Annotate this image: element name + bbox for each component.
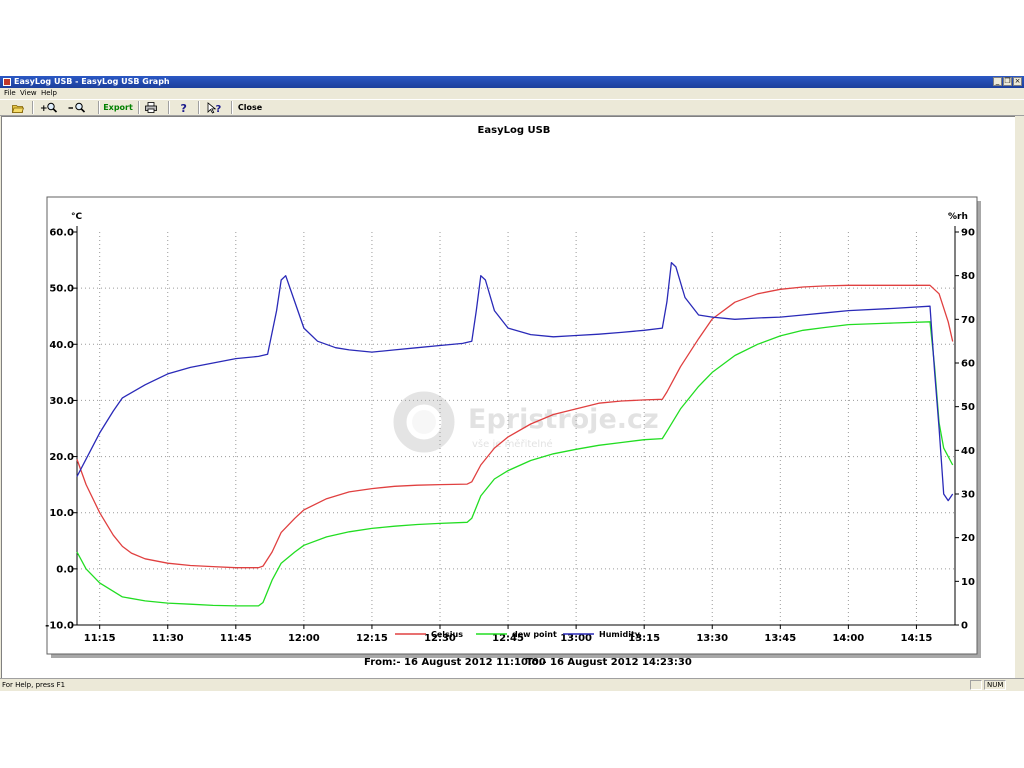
from-label: From:- 16 August 2012 11:10:00 [364, 657, 546, 668]
legend: Celsius dew point Humidity [395, 630, 641, 639]
x-tick-label: 13:00 [560, 633, 592, 644]
folder-open-icon [12, 104, 24, 113]
title-bar[interactable]: EasyLog USB - EasyLog USB Graph _ ❐ × [0, 76, 1024, 88]
toolbar-separator [138, 101, 140, 114]
context-help-button[interactable]: ? [205, 101, 225, 114]
svg-text:?: ? [181, 102, 187, 114]
series-line-humidity [76, 261, 954, 502]
y-right-tick-label: 30 [961, 490, 975, 501]
toolbar-separator [98, 101, 100, 114]
application-window: EasyLog USB - EasyLog USB Graph _ ❐ × Fi… [0, 76, 1024, 691]
close-window-button[interactable]: × [1013, 77, 1022, 86]
watermark-tagline: vše je měřitelné [472, 438, 553, 450]
x-tick-label: 12:00 [288, 633, 320, 644]
x-tick-label: 11:30 [152, 633, 184, 644]
vertical-scrollbar[interactable] [1015, 116, 1024, 678]
open-button[interactable] [8, 101, 28, 114]
chart-title: EasyLog USB [478, 125, 551, 136]
y-left-tick-label: 40.0 [49, 340, 74, 351]
series-line-dew-point [76, 321, 954, 607]
y-right-tick-label: 90 [961, 228, 975, 239]
grid [77, 232, 955, 625]
zoom-out-button[interactable] [66, 101, 88, 114]
series-lines [76, 261, 954, 607]
question-icon: ? [181, 102, 187, 114]
axes: 11:15 11:30 11:45 12:00 12:15 12:30 12:45 13:00… [45, 226, 975, 644]
menu-help[interactable]: Help [41, 89, 57, 97]
toolbar-separator [198, 101, 200, 114]
y-left-tick-label: 20.0 [49, 452, 74, 463]
watermark-logo [393, 391, 455, 453]
plot-panel [46, 196, 978, 655]
x-tick-label: 14:00 [832, 633, 864, 644]
y-right-tick-label: 10 [961, 577, 975, 588]
right-axis-unit: %rh [948, 212, 968, 222]
y-left-tick-label: 10.0 [49, 508, 74, 519]
legend-label: dew point [512, 630, 557, 639]
x-tick-label: 12:30 [424, 633, 456, 644]
export-button[interactable]: Export [103, 103, 133, 112]
help-button[interactable]: ? [176, 101, 192, 114]
svg-text:?: ? [216, 104, 222, 114]
status-bar: For Help, press F1 NUM [0, 678, 1024, 691]
y-right-tick-label: 40 [961, 446, 975, 457]
menu-file[interactable]: File [4, 89, 16, 97]
to-label: To:- 16 August 2012 14:23:30 [526, 657, 692, 668]
graph-area: EasyLog USB Epristroje.cz vše je měřitel… [1, 116, 1015, 678]
y-right-tick-label: 80 [961, 271, 975, 282]
menu-bar: File View Help [0, 88, 1024, 98]
y-left-tick-label: 30.0 [49, 396, 74, 407]
window-title: EasyLog USB - EasyLog USB Graph [14, 77, 170, 86]
y-left-tick-label: 60.0 [49, 228, 74, 239]
left-axis-unit: °C [71, 212, 83, 222]
y-right-tick-label: 20 [961, 533, 975, 544]
minimize-button[interactable]: _ [993, 77, 1002, 86]
toolbar-separator [231, 101, 233, 114]
print-button[interactable] [142, 101, 160, 114]
num-lock-indicator: NUM [984, 680, 1006, 690]
y-left-tick-label: -10.0 [45, 621, 74, 632]
close-button[interactable]: Close [237, 103, 263, 112]
toolbar-separator [168, 101, 170, 114]
printer-icon [145, 102, 157, 113]
status-help-text: For Help, press F1 [2, 681, 66, 689]
y-right-tick-label: 50 [961, 402, 975, 413]
x-tick-label: 13:15 [628, 633, 660, 644]
y-right-tick-label: 60 [961, 359, 975, 370]
watermark-logo-core [412, 410, 436, 434]
legend-label: Celsius [431, 630, 463, 639]
svg-text:+: + [40, 104, 48, 113]
x-tick-label: 12:45 [492, 633, 524, 644]
app-icon [3, 78, 11, 86]
restore-button[interactable]: ❐ [1003, 77, 1012, 86]
x-tick-label: 12:15 [356, 633, 388, 644]
x-tick-label: 11:15 [84, 633, 116, 644]
x-tick-label: 13:45 [764, 633, 796, 644]
menu-view[interactable]: View [20, 89, 37, 97]
y-left-tick-label: 50.0 [49, 284, 74, 295]
toolbar-separator [32, 101, 34, 114]
zoom-out-icon [68, 102, 86, 113]
zoom-in-icon: + [40, 102, 58, 113]
series-line-celsius [76, 284, 954, 569]
y-left-tick-label: 0.0 [56, 564, 74, 575]
x-tick-label: 11:45 [220, 633, 252, 644]
watermark: Epristroje.cz vše je měřitelné [393, 391, 659, 453]
y-right-tick-label: 0 [961, 621, 968, 632]
status-panel-empty [970, 680, 982, 690]
y-right-tick-label: 70 [961, 315, 975, 326]
x-tick-label: 14:15 [901, 633, 933, 644]
watermark-brand: Epristroje.cz [468, 404, 659, 435]
toolbar: + Export ? ? Close [0, 99, 1024, 116]
help-pointer-icon: ? [207, 101, 222, 114]
zoom-in-button[interactable]: + [38, 101, 60, 114]
chart: EasyLog USB Epristroje.cz vše je měřitel… [45, 125, 981, 668]
legend-label: Humidity [599, 630, 641, 639]
x-tick-label: 13:30 [696, 633, 728, 644]
